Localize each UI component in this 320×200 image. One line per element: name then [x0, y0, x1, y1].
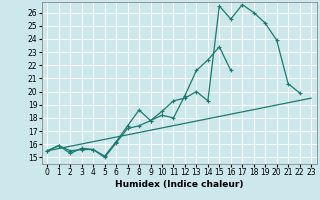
X-axis label: Humidex (Indice chaleur): Humidex (Indice chaleur) [115, 180, 244, 189]
